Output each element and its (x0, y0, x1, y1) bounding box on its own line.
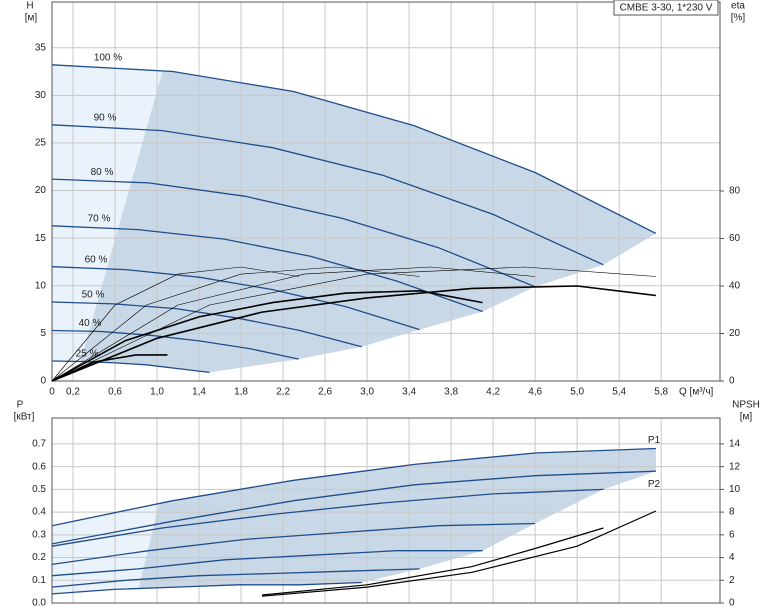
x-tick-label: 1,4 (192, 387, 206, 398)
curve (51, 550, 483, 577)
x-axis-label: Q [м³/ч] (679, 387, 714, 398)
y-tick-label: 0.5 (32, 484, 46, 495)
y-tick-label: 30 (35, 90, 47, 101)
curve (51, 360, 210, 374)
y-tick-label: 0.3 (32, 529, 46, 540)
x-tick-label: 4,6 (528, 387, 542, 398)
y2-tick-label: 12 (729, 461, 741, 472)
y2-tick-label: 80 (729, 186, 741, 197)
curve (51, 178, 536, 288)
y-tick-label: 0.6 (32, 461, 46, 472)
y2-tick-label: 60 (729, 233, 741, 244)
curve (51, 470, 656, 545)
y-tick-label: 15 (35, 233, 47, 244)
y2-tick-label: 6 (729, 529, 735, 540)
x-tick-label: 2,6 (318, 387, 332, 398)
x-tick-label: 0 (49, 387, 55, 398)
y2-axis-unit: [м] (740, 412, 753, 423)
aux-curve (262, 510, 657, 597)
y-tick-label: 25 (35, 138, 47, 149)
x-tick-label: 5,0 (570, 387, 584, 398)
y2-tick-label: 0 (729, 598, 735, 609)
y-axis-unit: [кВт] (14, 412, 35, 423)
y-tick-label: 0.4 (32, 507, 46, 518)
y-tick-label: 35 (35, 42, 47, 53)
aux-curve (51, 354, 168, 382)
y2-tick-label: 20 (729, 328, 741, 339)
curve (51, 266, 420, 331)
aux-curve (51, 266, 420, 382)
curve (51, 447, 656, 527)
curve (51, 124, 604, 266)
curve-label: 70 % (88, 213, 111, 224)
y-tick-label: 0.2 (32, 552, 46, 563)
aux-curve (51, 285, 656, 382)
curve-label: 80 % (91, 167, 114, 178)
y-tick-label: 5 (40, 328, 46, 339)
curve (51, 522, 536, 566)
curve (51, 64, 657, 234)
y2-tick-label: 10 (729, 484, 741, 495)
plot-frame (51, 1, 721, 382)
y-tick-label: 0.0 (32, 598, 46, 609)
curve-label: 60 % (85, 254, 108, 265)
y-tick-label: 10 (35, 280, 47, 291)
y-axis-label: P (17, 400, 24, 411)
curve (51, 581, 362, 595)
title-box (613, 0, 719, 16)
y2-tick-label: 4 (729, 552, 735, 563)
y-tick-label: 20 (35, 185, 47, 196)
y-tick-label: 0.1 (32, 575, 46, 586)
x-tick-label: 5,4 (612, 387, 626, 398)
y2-tick-label: 0 (729, 376, 735, 387)
x-tick-label: 3,0 (360, 387, 374, 398)
chart-title: CMBE 3-30, 1*230 V (620, 3, 713, 14)
y2-axis-label: eta (731, 1, 745, 12)
operating-area (52, 64, 656, 382)
curve (51, 301, 362, 348)
head-chart: 0 0,2 0,6 1,0 1,4 1,8 2,2 2,6 3,0 3,4 3,8 4,2 4,6 5,0… (35, 1, 741, 398)
x-tick-label: 5,8 (654, 387, 668, 398)
x-tick-label: 1,0 (150, 387, 164, 398)
aux-curve (262, 527, 604, 596)
curve (51, 568, 420, 588)
y2-tick-label: 8 (729, 507, 735, 518)
curve (51, 488, 604, 547)
y2-axis-label: NPSH (732, 400, 760, 411)
curve (51, 225, 483, 313)
aux-curve (51, 289, 483, 382)
x-tick-label: 4,2 (486, 387, 500, 398)
y2-tick-label: 2 (729, 575, 735, 586)
y-tick-label: 0 (40, 376, 46, 387)
x-tick-label: 0,6 (108, 387, 122, 398)
y-axis-unit: [м] (25, 13, 38, 24)
y-tick-label: 0.7 (32, 439, 46, 450)
curve-label: P2 (648, 479, 661, 490)
x-tick-label: 1,8 (234, 387, 248, 398)
curve-label: 90 % (94, 112, 117, 123)
curve-label: 100 % (94, 52, 122, 63)
y2-axis-unit: [%] (731, 13, 746, 24)
aux-curve (51, 266, 536, 382)
x-tick-label: 3,4 (402, 387, 416, 398)
power-chart: 0.0 0.1 0.2 0.3 0.4 0.5 0.6 0.7 0 2 4 6 8 10 12 14 P1 P2 (32, 417, 741, 609)
plot-frame (51, 417, 721, 604)
y2-tick-label: 14 (729, 439, 741, 450)
x-tick-label: 3,8 (444, 387, 458, 398)
curve-label: 25 % (76, 349, 99, 360)
aux-curve (51, 266, 299, 382)
curve-label: P1 (648, 435, 661, 446)
curve-label: 50 % (82, 290, 105, 301)
y2-tick-label: 40 (729, 281, 741, 292)
curve-label: 40 % (79, 318, 102, 329)
x-tick-label: 2,2 (276, 387, 290, 398)
x-tick-label: 0,2 (66, 387, 80, 398)
y-axis-label: H (26, 1, 33, 12)
